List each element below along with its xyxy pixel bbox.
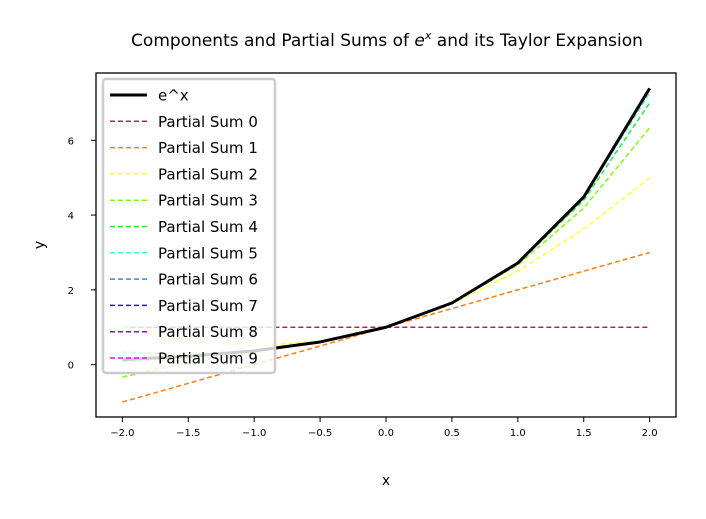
legend-label: Partial Sum 7 <box>158 297 258 315</box>
x-tick-label: 1.0 <box>510 428 526 439</box>
x-tick-label: 1.5 <box>576 428 592 439</box>
y-tick-label: 2 <box>68 286 74 297</box>
x-axis-ticks: −2.0 −1.5 −1.0 −0.5 0.0 0.5 1.0 1.5 2.0 <box>110 417 658 439</box>
y-tick-label: 0 <box>68 361 74 372</box>
x-tick-label: −1.5 <box>176 428 200 439</box>
chart-title: Components and Partial Sums of ex and it… <box>131 29 643 51</box>
legend-label: Partial Sum 1 <box>158 139 258 157</box>
legend-label: Partial Sum 3 <box>158 192 258 210</box>
x-tick-label: 0.0 <box>378 428 394 439</box>
x-tick-label: 0.5 <box>444 428 460 439</box>
legend-box <box>101 77 277 375</box>
legend-label: Partial Sum 2 <box>158 165 258 183</box>
legend-label: Partial Sum 8 <box>158 323 258 341</box>
y-tick-label: 6 <box>68 136 74 147</box>
x-tick-label: −0.5 <box>308 428 332 439</box>
x-tick-label: 2.0 <box>642 428 658 439</box>
legend-label: Partial Sum 6 <box>158 271 258 289</box>
legend-label: Partial Sum 9 <box>158 350 258 368</box>
x-tick-label: −1.0 <box>242 428 266 439</box>
y-axis-ticks: 0 2 4 6 <box>68 136 96 372</box>
legend-label: e^x <box>158 87 189 105</box>
y-axis-label: y <box>32 241 48 249</box>
legend-label: Partial Sum 0 <box>158 113 258 131</box>
legend-label: Partial Sum 5 <box>158 244 258 262</box>
y-tick-label: 4 <box>68 211 74 222</box>
legend: e^x Partial Sum 0 Partial Sum 1 Partial Sum… <box>101 77 277 375</box>
legend-label: Partial Sum 4 <box>158 218 258 236</box>
x-axis-label: x <box>382 473 390 489</box>
x-tick-label: −2.0 <box>110 428 134 439</box>
plot-frame <box>95 72 677 418</box>
